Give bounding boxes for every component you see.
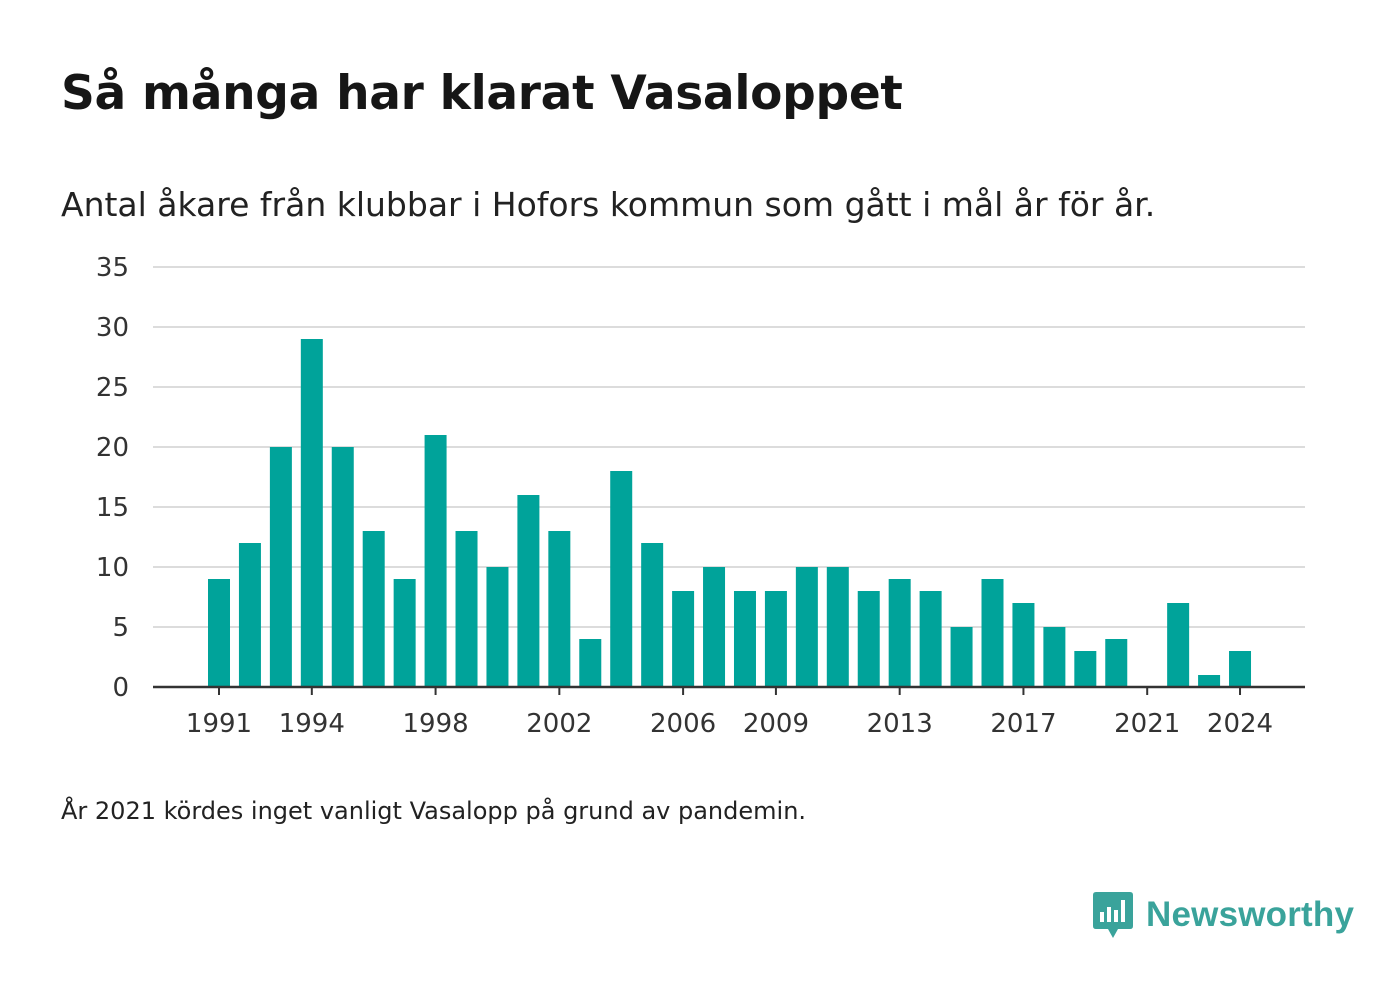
bar [269,447,292,687]
bar [486,567,509,687]
bar [238,543,261,687]
bar [517,495,540,687]
bar-chart: 0 5 10 15 20 25 30 35 1991 1994 1998 2002 2006 2009 2… [96,253,1305,739]
y-tick-label: 35 [96,253,129,283]
x-tick-label: 1991 [186,709,252,739]
bar [919,591,942,687]
x-tick-label: 2024 [1207,709,1273,739]
grid-lines [153,266,1305,628]
bar [1012,603,1035,687]
x-tick-label: 2009 [743,709,809,739]
bar [950,627,973,687]
bar [641,543,664,687]
bar [826,567,849,687]
bar [703,567,726,687]
bars [208,339,1252,687]
bar [610,471,633,687]
y-tick-label: 15 [96,493,129,523]
y-tick-label: 5 [112,613,129,643]
footnote: År 2021 kördes inget vanligt Vasalopp på… [61,797,807,825]
brand-logo: Newsworthy [1092,890,1354,940]
y-axis-labels: 0 5 10 15 20 25 30 35 [96,253,129,703]
bar [1105,639,1128,687]
bar [331,447,354,687]
bar [672,591,695,687]
bar [300,339,323,687]
y-tick-label: 0 [112,673,129,703]
bar [455,531,478,687]
bar [548,531,571,687]
bar [888,579,911,687]
bar [1229,651,1252,687]
x-tick-label: 2002 [526,709,592,739]
bar [795,567,818,687]
x-tick-label: 2021 [1114,709,1180,739]
x-tick-label: 1994 [279,709,345,739]
x-tick-label: 2013 [867,709,933,739]
bar [1198,675,1221,687]
y-tick-label: 30 [96,313,129,343]
bar [362,531,385,687]
y-tick-label: 20 [96,433,129,463]
bar [1043,627,1066,687]
brand-name: Newsworthy [1146,895,1355,934]
x-tick-label: 2006 [650,709,716,739]
y-tick-label: 25 [96,373,129,403]
chart-title: Så många har klarat Vasaloppet [61,66,903,121]
bar [857,591,880,687]
bar [764,591,787,687]
x-axis [153,685,1305,695]
bar [579,639,602,687]
x-tick-label: 2017 [990,709,1056,739]
chart-subtitle: Antal åkare från klubbar i Hofors kommun… [61,185,1156,224]
bar [981,579,1004,687]
bar [1074,651,1097,687]
y-tick-label: 10 [96,553,129,583]
newsworthy-logo-icon [1093,892,1133,938]
bar [208,579,230,687]
x-tick-label: 1998 [402,709,468,739]
bar [393,579,416,687]
bar [1167,603,1190,687]
x-axis-labels: 1991 1994 1998 2002 2006 2009 2013 2017 2021 2024 [186,709,1273,739]
bar [733,591,756,687]
bar [424,435,447,687]
